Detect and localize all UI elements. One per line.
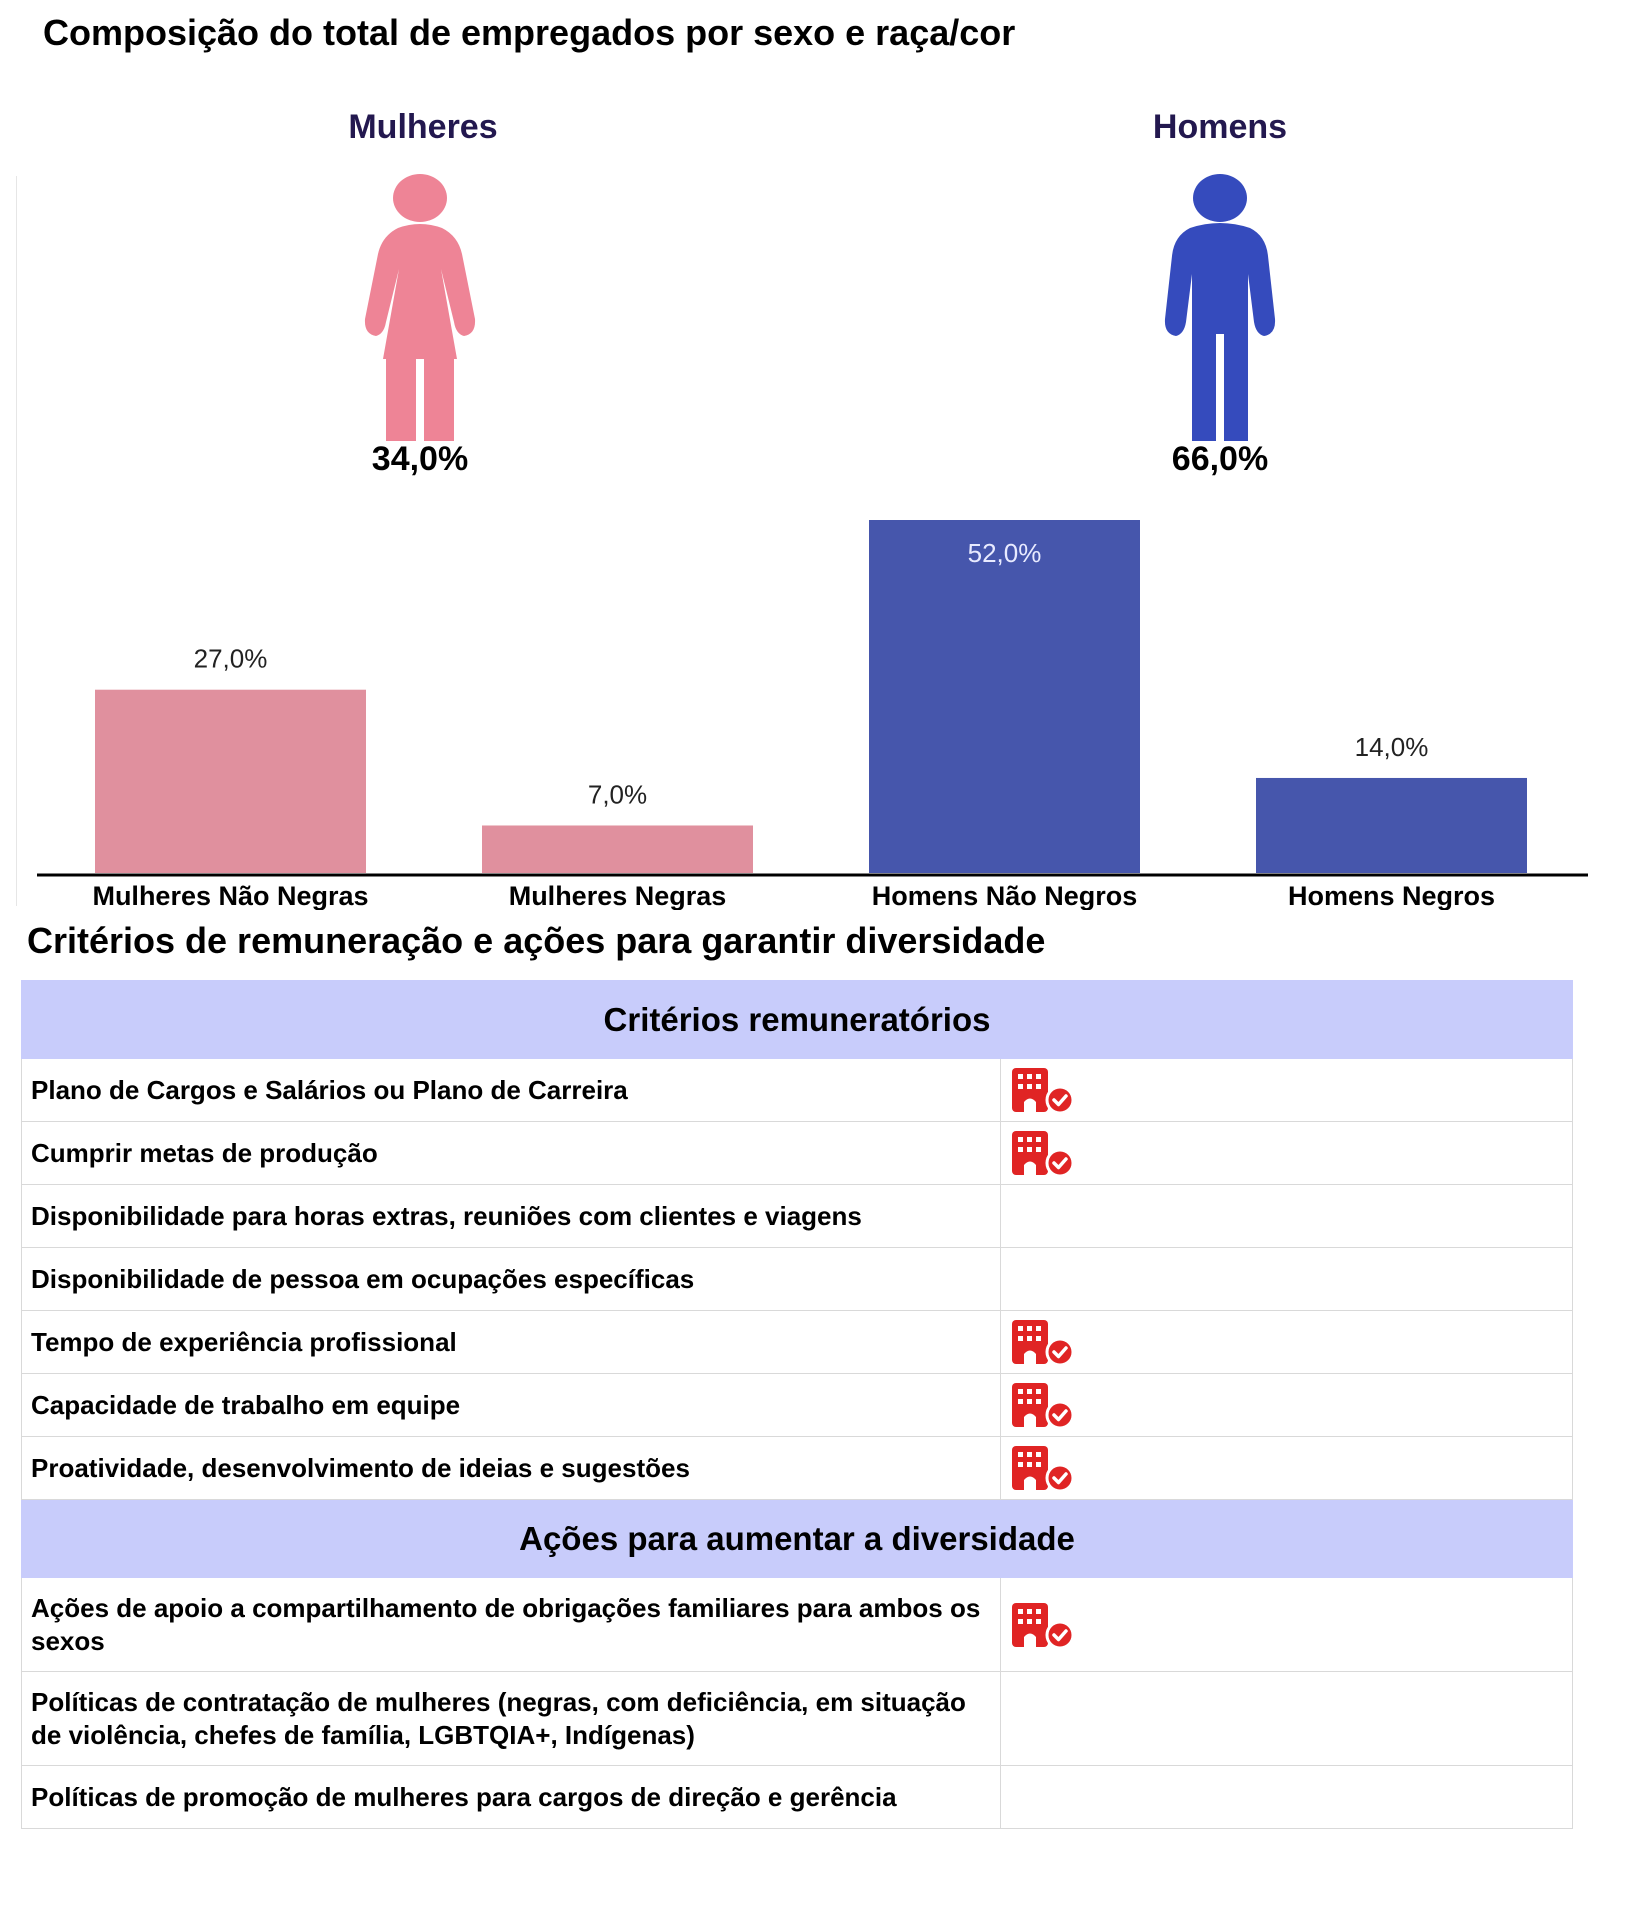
criterion-label: Tempo de experiência profissional: [21, 1310, 1001, 1374]
criterion-label: Capacidade de trabalho em equipe: [21, 1373, 1001, 1437]
criterion-status: [1000, 1436, 1573, 1500]
criterion-status: [1000, 1121, 1573, 1185]
building-check-icon: [1012, 1131, 1074, 1177]
criterion-status: [1000, 1373, 1573, 1437]
table-row: Proatividade, desenvolvimento de ideias …: [21, 1436, 1573, 1500]
woman-icon: [364, 174, 476, 441]
criterion-status: [1000, 1577, 1573, 1672]
criterion-status: [1000, 1247, 1573, 1311]
criterion-label: Disponibilidade de pessoa em ocupações e…: [21, 1247, 1001, 1311]
bar: [95, 689, 366, 873]
criterion-status: [1000, 1310, 1573, 1374]
building-check-icon: [1012, 1446, 1074, 1492]
table-row: Políticas de promoção de mulheres para c…: [21, 1765, 1573, 1829]
table-row: Disponibilidade para horas extras, reuni…: [21, 1184, 1573, 1248]
table-row: Ações de apoio a compartilhamento de obr…: [21, 1577, 1573, 1672]
building-check-icon: [1012, 1320, 1074, 1366]
criterion-status: [1000, 1058, 1573, 1122]
category-label: Homens Negros: [1288, 881, 1495, 910]
table-row: Capacidade de trabalho em equipe: [21, 1373, 1573, 1437]
table-group-header: Critérios remuneratórios: [21, 980, 1573, 1059]
criterion-status: [1000, 1184, 1573, 1248]
criteria-table: Critérios remuneratórios Plano de Cargos …: [21, 980, 1573, 1829]
men-label: Homens: [1152, 108, 1288, 146]
page-title: Composição do total de empregados por se…: [43, 12, 1016, 53]
criterion-label: Disponibilidade para horas extras, reuni…: [21, 1184, 1001, 1248]
building-check-icon: [1012, 1068, 1074, 1114]
table-row: Tempo de experiência profissional: [21, 1310, 1573, 1374]
table-row: Plano de Cargos e Salários ou Plano de C…: [21, 1058, 1573, 1122]
building-check-icon: [1012, 1602, 1074, 1649]
criterion-label: Cumprir metas de produção: [21, 1121, 1001, 1185]
criterion-status: [1000, 1671, 1573, 1766]
bar: [869, 520, 1140, 873]
section-title: Critérios de remuneração e ações para ga…: [27, 920, 1046, 961]
table-row: Cumprir metas de produção: [21, 1121, 1573, 1185]
bar: [482, 825, 753, 873]
left-edge-panel: [0, 176, 17, 906]
table-row: Disponibilidade de pessoa em ocupações e…: [21, 1247, 1573, 1311]
criterion-label: Políticas de contratação de mulheres (ne…: [21, 1671, 1001, 1766]
group-header-label: Critérios remuneratórios: [21, 980, 1573, 1059]
women-percent: 34,0%: [371, 440, 469, 478]
bar-data-label: 14,0%: [1355, 732, 1429, 762]
criterion-label: Plano de Cargos e Salários ou Plano de C…: [21, 1058, 1001, 1122]
table-group-header: Ações para aumentar a diversidade: [21, 1499, 1573, 1578]
category-label: Mulheres Não Negras: [92, 881, 368, 910]
criterion-label: Ações de apoio a compartilhamento de obr…: [21, 1577, 1001, 1672]
building-check-icon: [1012, 1383, 1074, 1429]
man-icon: [1164, 174, 1276, 441]
criterion-status: [1000, 1765, 1573, 1829]
bar-data-label: 7,0%: [588, 779, 647, 809]
women-label: Mulheres: [348, 108, 498, 146]
category-label: Homens Não Negros: [872, 881, 1138, 910]
table-row: Políticas de contratação de mulheres (ne…: [21, 1671, 1573, 1766]
group-header-label: Ações para aumentar a diversidade: [21, 1499, 1573, 1578]
criterion-label: Políticas de promoção de mulheres para c…: [21, 1765, 1001, 1829]
bar-data-label: 27,0%: [194, 644, 268, 674]
bar-data-label: 52,0%: [968, 538, 1042, 568]
bar-chart: 27,0% Mulheres Não Negras 7,0% Mulheres Neg…: [37, 520, 1588, 910]
criterion-label: Proatividade, desenvolvimento de ideias …: [21, 1436, 1001, 1500]
category-label: Mulheres Negras: [509, 881, 727, 910]
men-percent: 66,0%: [1171, 440, 1269, 478]
bar: [1256, 777, 1527, 873]
